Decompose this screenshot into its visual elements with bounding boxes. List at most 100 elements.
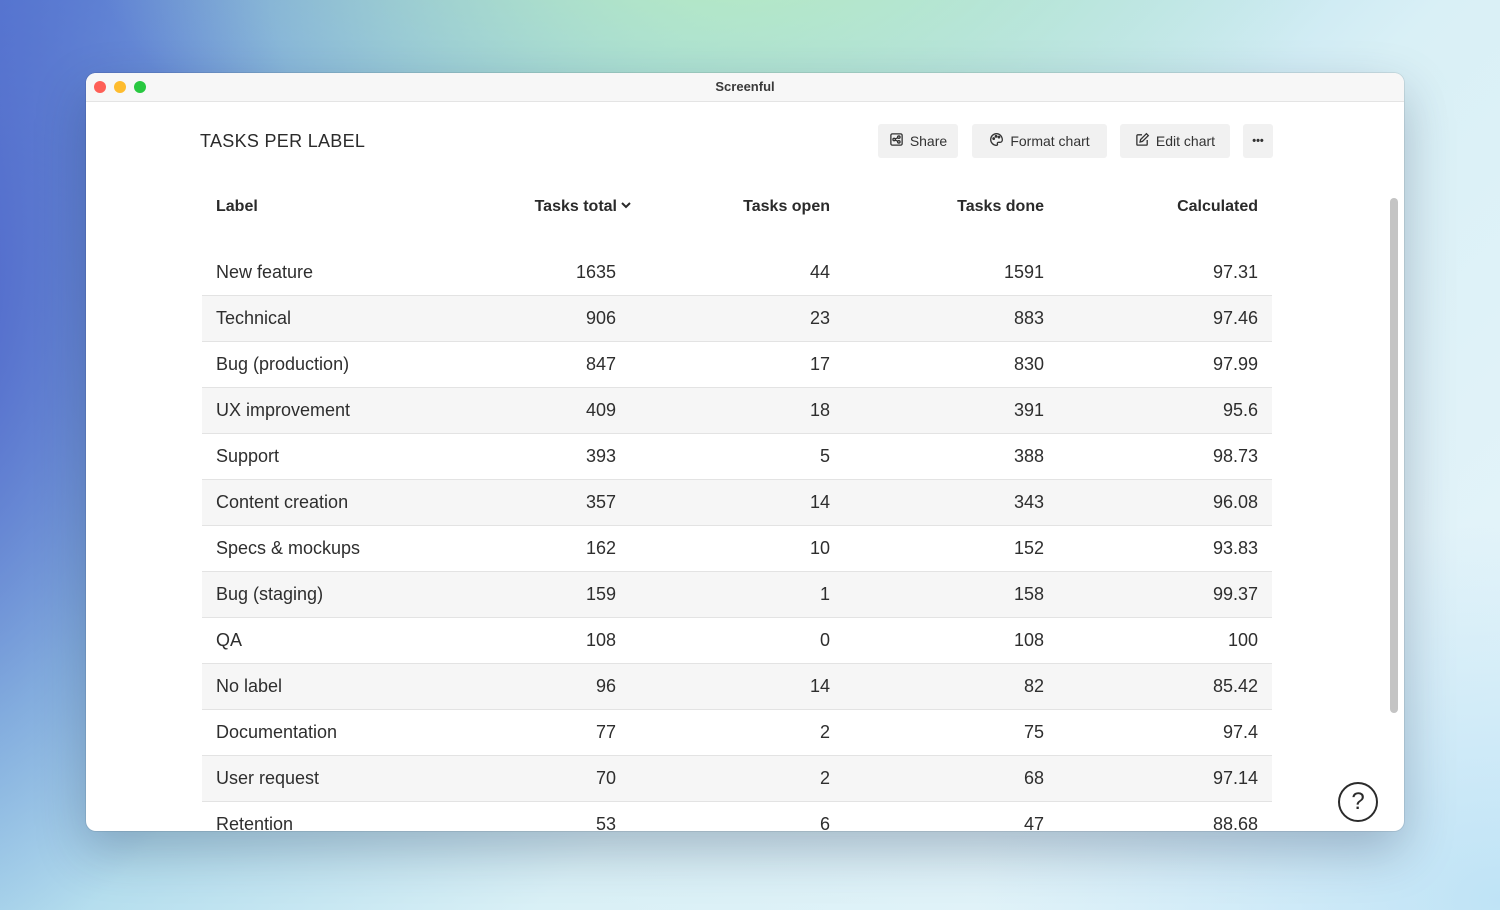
table-row: Content creation 357 14 343 96.08 [202, 480, 1272, 526]
table-row: UX improvement 409 18 391 95.6 [202, 388, 1272, 434]
tasks-done-cell: 68 [1023, 768, 1044, 788]
tasks-total-cell: 70 [595, 768, 616, 788]
tasks-open-cell: 14 [809, 492, 830, 512]
data-table: Label Tasks total Tasks open Tasks done … [202, 190, 1272, 831]
label-cell: Technical [216, 308, 292, 328]
tasks-total-cell: 409 [585, 400, 616, 420]
tasks-total-cell: 108 [585, 630, 616, 650]
edit-chart-button[interactable]: Edit chart [1120, 124, 1230, 158]
calculated-cell: 100 [1227, 630, 1258, 650]
minimize-window-button[interactable] [114, 81, 126, 93]
table-row: Bug (production) 847 17 830 97.99 [202, 342, 1272, 388]
chevron-down-icon [620, 198, 632, 216]
label-cell: Bug (staging) [216, 584, 324, 604]
label-cell: Content creation [216, 492, 349, 512]
tasks-open-cell: 10 [809, 538, 830, 558]
share-button[interactable]: Share [878, 124, 958, 158]
tasks-total-cell: 53 [595, 814, 616, 831]
calculated-cell: 97.31 [1212, 262, 1258, 282]
help-icon: ? [1351, 788, 1365, 815]
table-body: New feature 1635 44 1591 97.31 Technical 906 23… [202, 250, 1272, 831]
label-cell: Documentation [216, 722, 338, 742]
calculated-cell: 97.4 [1222, 722, 1258, 742]
tasks-done-cell: 158 [1013, 584, 1044, 604]
label-cell: New feature [216, 262, 314, 282]
label-cell: Retention [216, 814, 294, 831]
vertical-scrollbar[interactable] [1390, 198, 1398, 713]
maximize-window-button[interactable] [134, 81, 146, 93]
tasks-done-cell: 1591 [1003, 262, 1044, 282]
share-label: Share [909, 133, 948, 149]
tasks-open-cell: 2 [819, 768, 830, 788]
label-cell: No label [216, 676, 283, 696]
tasks-done-cell: 47 [1023, 814, 1044, 831]
table-row: New feature 1635 44 1591 97.31 [202, 250, 1272, 296]
table-row: Technical 906 23 883 97.46 [202, 296, 1272, 342]
label-cell: Support [216, 446, 280, 466]
table-row: QA 108 0 108 100 [202, 618, 1272, 664]
tasks-open-cell: 44 [809, 262, 830, 282]
tasks-open-cell: 17 [809, 354, 830, 374]
calculated-cell: 85.42 [1212, 676, 1258, 696]
share-icon [889, 132, 904, 150]
tasks-done-cell: 108 [1013, 630, 1044, 650]
tasks-done-cell: 391 [1013, 400, 1044, 420]
calculated-cell: 96.08 [1212, 492, 1258, 512]
title-bar: Screenful [86, 73, 1404, 102]
more-options-button[interactable]: ••• [1243, 124, 1273, 158]
calculated-cell: 93.83 [1212, 538, 1258, 558]
column-header-tasks-total[interactable]: Tasks total [535, 198, 632, 216]
table-row: User request 70 2 68 97.14 [202, 756, 1272, 802]
column-header-label[interactable]: Label [216, 198, 258, 215]
tasks-done-cell: 82 [1023, 676, 1044, 696]
tasks-open-cell: 14 [809, 676, 830, 696]
tasks-total-cell: 159 [585, 584, 616, 604]
more-icon: ••• [1252, 135, 1264, 147]
palette-icon [989, 132, 1004, 150]
tasks-open-cell: 1 [819, 584, 830, 604]
tasks-done-cell: 830 [1013, 354, 1044, 374]
calculated-cell: 97.99 [1212, 354, 1258, 374]
format-chart-button[interactable]: Format chart [972, 124, 1107, 158]
tasks-total-cell: 162 [585, 538, 616, 558]
tasks-open-cell: 23 [809, 308, 830, 328]
table-row: Specs & mockups 162 10 152 93.83 [202, 526, 1272, 572]
tasks-total-cell: 847 [585, 354, 616, 374]
tasks-done-cell: 152 [1013, 538, 1044, 558]
table-row: Documentation 77 2 75 97.4 [202, 710, 1272, 756]
tasks-total-cell: 393 [585, 446, 616, 466]
label-cell: QA [216, 630, 243, 650]
tasks-done-cell: 75 [1023, 722, 1044, 742]
tasks-open-cell: 2 [819, 722, 830, 742]
calculated-cell: 97.46 [1212, 308, 1258, 328]
table-row: No label 96 14 82 85.42 [202, 664, 1272, 710]
tasks-total-cell: 357 [585, 492, 616, 512]
tasks-total-cell: 96 [595, 676, 616, 696]
chart-panel: TASKS PER LABEL Share Format chart Edit … [86, 102, 1404, 831]
column-header-tasks-open[interactable]: Tasks open [743, 198, 830, 215]
table-row: Bug (staging) 159 1 158 99.37 [202, 572, 1272, 618]
app-window: Screenful TASKS PER LABEL Share Format c… [86, 73, 1404, 831]
label-cell: UX improvement [216, 400, 351, 420]
tasks-open-cell: 0 [819, 630, 830, 650]
calculated-cell: 97.14 [1212, 768, 1258, 788]
chart-title: TASKS PER LABEL [200, 131, 366, 151]
tasks-total-cell: 906 [585, 308, 616, 328]
edit-chart-label: Edit chart [1155, 133, 1216, 149]
close-window-button[interactable] [94, 81, 106, 93]
table-row: Retention 53 6 47 88.68 [202, 802, 1272, 831]
column-header-calculated[interactable]: Calculated [1177, 198, 1258, 215]
help-button[interactable]: ? [1338, 782, 1378, 822]
table-header: Label Tasks total Tasks open Tasks done … [202, 190, 1272, 250]
calculated-cell: 98.73 [1212, 446, 1258, 466]
column-header-tasks-done[interactable]: Tasks done [957, 198, 1044, 215]
tasks-done-cell: 388 [1013, 446, 1044, 466]
tasks-done-cell: 343 [1013, 492, 1044, 512]
calculated-cell: 95.6 [1222, 400, 1258, 420]
format-chart-label: Format chart [1010, 133, 1090, 149]
tasks-open-cell: 5 [819, 446, 830, 466]
edit-icon [1135, 132, 1150, 150]
tasks-open-cell: 6 [819, 814, 830, 831]
label-cell: Specs & mockups [216, 538, 361, 558]
tasks-done-cell: 883 [1013, 308, 1044, 328]
